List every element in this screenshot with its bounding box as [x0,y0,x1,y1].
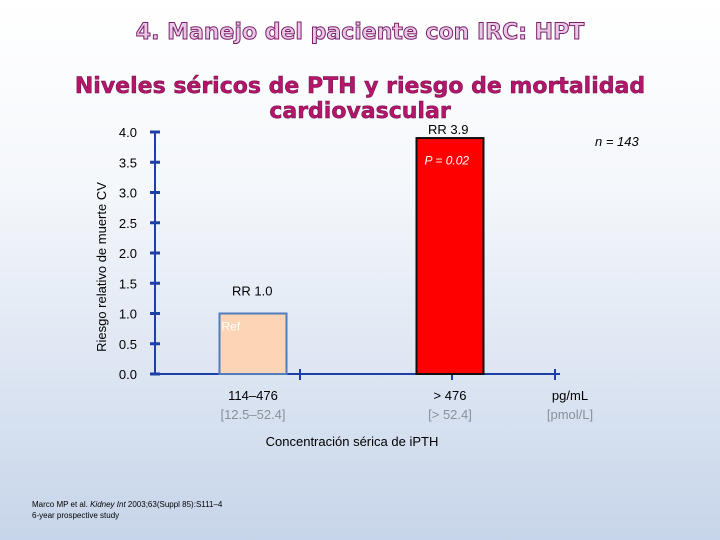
slide-subtitle: Niveles séricos de PTH y riesgo de morta… [74,74,646,125]
y-tick-label: 1.5 [119,276,137,291]
bar-label-rr-ref: RR 1.0 [232,284,272,299]
citation-journal: Kidney Int [90,500,126,509]
citation-study: 6-year prospective study [32,511,120,520]
x-category-1-alt: [> 52.4] [428,407,472,422]
x-category-0-alt: [12.5–52.4] [220,407,285,422]
bar-label-rr-high: RR 3.9 [428,122,468,137]
sample-size-label: n = 143 [595,134,640,149]
unit-label-alt: [pmol/L] [547,407,593,422]
y-tick-label: 0.5 [119,337,137,352]
citation-ref: 2003;63(Suppl 85):S111–4 [125,500,223,509]
x-axis-title: Concentración sérica de iPTH [266,434,439,449]
unit-label: pg/mL [552,388,588,403]
citation: Marco MP et al. Kidney Int 2003;63(Suppl… [32,499,222,521]
p-value-label: P = 0.02 [425,153,470,167]
y-tick-label: 0.0 [119,367,137,382]
ref-label: Ref [222,320,241,334]
bar-high-pth [415,137,485,375]
y-axis-ticks: 0.0 0.5 1.0 1.5 2.0 2.5 3.0 3.5 4.0 [119,125,160,382]
bar-ref [218,312,288,375]
y-tick-label: 3.5 [119,155,137,170]
y-tick-label: 4.0 [119,125,137,140]
y-tick-label: 1.0 [119,307,137,322]
y-tick-label: 2.0 [119,246,137,261]
x-category-1: > 476 [434,388,467,403]
slide-title: 4. Manejo del paciente con IRC: HPT [135,20,585,46]
y-tick-label: 2.5 [119,216,137,231]
y-axis-title: Riesgo relativo de muerte CV [94,182,109,352]
x-category-0: 114–476 [228,388,278,403]
citation-authors: Marco MP et al. [32,500,91,509]
y-tick-label: 3.0 [119,186,137,201]
